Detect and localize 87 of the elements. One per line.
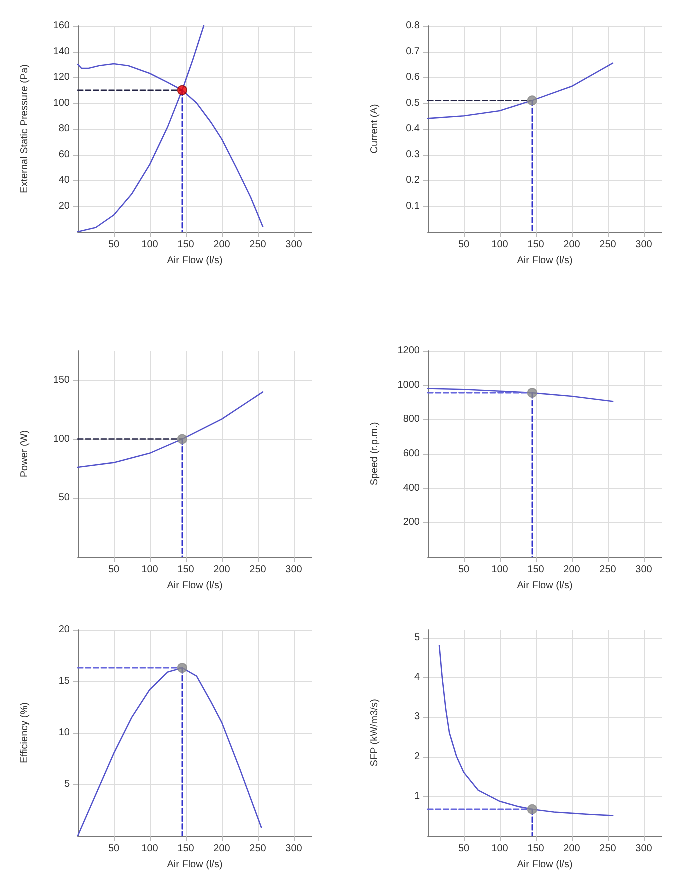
x-tick-label: 150 — [528, 240, 545, 250]
y-tick-label: 3 — [414, 712, 420, 723]
y-tick-label: 0.5 — [406, 98, 420, 109]
x-axis-title: Air Flow (l/s) — [167, 256, 223, 266]
y-tick-label: 1000 — [398, 380, 420, 391]
x-tick-label: 150 — [178, 844, 195, 854]
line-series — [77, 392, 264, 468]
x-tick-label: 50 — [108, 844, 120, 854]
x-tick-label: 100 — [142, 564, 159, 576]
x-tick-label: 100 — [142, 844, 159, 854]
line-series — [427, 62, 614, 120]
x-tick-label: 50 — [458, 564, 470, 576]
x-tick-label: 250 — [250, 564, 267, 576]
y-axis-title: Efficiency (%) — [20, 702, 30, 764]
y-tick-label: 40 — [58, 175, 70, 186]
y-tick-label: 120 — [53, 72, 70, 83]
x-tick-label: 200 — [564, 240, 581, 250]
y-tick-label: 4 — [414, 672, 420, 684]
x-tick-label: 300 — [636, 564, 653, 576]
x-tick-label: 250 — [250, 240, 267, 250]
y-axis-title: External Static Pressure (Pa) — [20, 64, 30, 194]
y-tick-label: 160 — [53, 20, 70, 32]
x-tick-label: 100 — [492, 240, 509, 250]
y-tick-label: 1200 — [398, 346, 420, 356]
x-tick-label: 150 — [178, 564, 195, 576]
x-tick-label: 300 — [636, 844, 653, 854]
y-tick-label: 80 — [58, 124, 70, 134]
y-tick-label: 0.4 — [406, 124, 420, 134]
y-tick-label: 0.6 — [406, 72, 420, 83]
y-axis-title: SFP (kW/m3/s) — [370, 699, 380, 767]
y-axis-title: Speed (r.p.m.) — [370, 422, 380, 486]
x-axis-title: Air Flow (l/s) — [517, 256, 573, 266]
x-tick-label: 300 — [286, 240, 303, 250]
y-tick-label: 600 — [403, 448, 420, 460]
y-tick-label: 0.1 — [406, 200, 420, 212]
x-tick-label: 100 — [492, 564, 509, 576]
y-tick-label: 20 — [58, 200, 70, 212]
y-tick-label: 200 — [403, 517, 420, 528]
y-tick-label: 60 — [58, 149, 70, 160]
y-axis-title: Power (W) — [20, 430, 30, 478]
y-tick-label: 1 — [414, 790, 420, 802]
x-tick-label: 150 — [528, 564, 545, 576]
y-tick-label: 100 — [53, 98, 70, 109]
x-tick-label: 200 — [564, 844, 581, 854]
y-tick-label: 800 — [403, 414, 420, 426]
y-tick-label: 5 — [64, 779, 70, 790]
y-tick-label: 150 — [53, 374, 70, 386]
x-tick-label: 150 — [178, 240, 195, 250]
y-tick-label: 0.2 — [406, 175, 420, 186]
y-tick-label: 400 — [403, 482, 420, 494]
x-tick-label: 50 — [108, 240, 120, 250]
y-tick-label: 10 — [58, 728, 70, 738]
y-tick-label: 50 — [58, 492, 70, 504]
x-tick-label: 250 — [250, 844, 267, 854]
x-tick-label: 50 — [458, 240, 470, 250]
y-tick-label: 0.7 — [406, 46, 420, 58]
x-tick-label: 100 — [492, 844, 509, 854]
x-tick-label: 150 — [528, 844, 545, 854]
x-tick-label: 200 — [564, 564, 581, 576]
y-tick-label: 100 — [53, 434, 70, 445]
x-axis-title: Air Flow (l/s) — [517, 860, 573, 870]
line-series — [438, 645, 614, 816]
x-tick-label: 300 — [286, 844, 303, 854]
y-tick-label: 2 — [414, 751, 420, 762]
x-tick-label: 300 — [636, 240, 653, 250]
line-series — [427, 388, 614, 402]
x-axis-title: Air Flow (l/s) — [517, 580, 573, 592]
x-tick-label: 250 — [600, 240, 617, 250]
y-tick-label: 15 — [58, 676, 70, 687]
y-axis-title: Current (A) — [370, 104, 380, 154]
y-tick-label: 0.8 — [406, 20, 420, 32]
x-tick-label: 50 — [108, 564, 120, 576]
x-tick-label: 200 — [214, 844, 231, 854]
x-axis-title: Air Flow (l/s) — [167, 580, 223, 592]
y-tick-label: 140 — [53, 46, 70, 58]
x-tick-label: 250 — [600, 564, 617, 576]
y-tick-label: 5 — [414, 632, 420, 644]
x-tick-label: 250 — [600, 844, 617, 854]
y-tick-label: 0.3 — [406, 149, 420, 160]
x-tick-label: 200 — [214, 564, 231, 576]
x-tick-label: 300 — [286, 564, 303, 576]
x-axis-title: Air Flow (l/s) — [167, 860, 223, 870]
y-tick-label: 20 — [58, 624, 70, 636]
x-tick-label: 50 — [458, 844, 470, 854]
line-series — [77, 63, 264, 228]
x-tick-label: 100 — [142, 240, 159, 250]
x-tick-label: 200 — [214, 240, 231, 250]
